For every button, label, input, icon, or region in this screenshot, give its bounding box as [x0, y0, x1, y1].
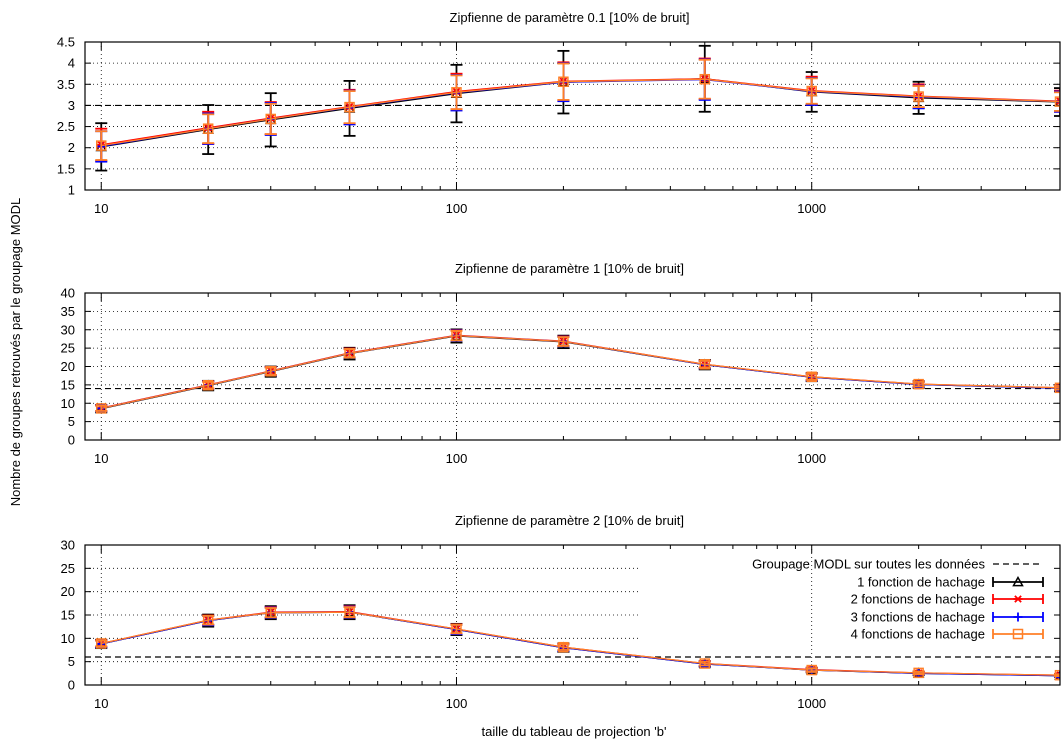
legend-label: 3 fonctions de hachage	[851, 610, 985, 625]
y-tick-label: 1	[68, 183, 75, 198]
legend-label: 4 fonctions de hachage	[851, 627, 985, 642]
legend-marker	[1014, 613, 1023, 622]
x-tick-label: 10	[94, 696, 108, 711]
series-line	[101, 336, 1060, 409]
y-tick-label: 25	[61, 561, 75, 576]
y-tick-label: 3.5	[57, 77, 75, 92]
plot-area	[95, 46, 1063, 171]
x-tick-label: 1000	[797, 201, 826, 216]
legend-label: Groupage MODL sur toutes les données	[752, 557, 985, 572]
series-2	[95, 330, 1063, 411]
y-tick-label: 30	[61, 322, 75, 337]
y-tick-label: 10	[61, 631, 75, 646]
plot-area	[95, 329, 1063, 413]
chart-title: Zipfienne de paramètre 1 [10% de bruit]	[455, 261, 684, 276]
series-line	[101, 79, 1060, 145]
y-axis-label: Nombre de groupes retrouvés par le group…	[8, 198, 23, 507]
y-tick-label: 20	[61, 359, 75, 374]
legend-label: 1 fonction de hachage	[857, 575, 985, 590]
x-tick-label: 100	[446, 696, 468, 711]
x-tick-label: 100	[446, 451, 468, 466]
series-1	[95, 329, 1063, 412]
plot-frame	[85, 42, 1060, 190]
x-axis-label: taille du tableau de projection 'b'	[482, 724, 667, 739]
x-tick-label: 1000	[797, 451, 826, 466]
y-tick-label: 10	[61, 396, 75, 411]
panel-1: Zipfienne de paramètre 0.1 [10% de bruit…	[57, 10, 1063, 216]
y-tick-label: 20	[61, 584, 75, 599]
y-tick-label: 15	[61, 608, 75, 623]
panel-2: Zipfienne de paramètre 1 [10% de bruit] 0…	[61, 261, 1063, 466]
series-line	[101, 79, 1060, 147]
y-tick-label: 30	[61, 538, 75, 553]
x-tick-label: 1000	[797, 696, 826, 711]
y-tick-label: 0	[68, 678, 75, 693]
y-tick-label: 2	[68, 140, 75, 155]
legend-marker	[1014, 596, 1023, 602]
y-tick-label: 5	[68, 414, 75, 429]
series-line	[101, 79, 1060, 145]
y-tick-label: 0	[68, 433, 75, 448]
y-tick-label: 2.5	[57, 119, 75, 134]
legend: Groupage MODL sur toutes les données 1 fo…	[752, 557, 1043, 642]
x-tick-label: 100	[446, 201, 468, 216]
y-tick-label: 3	[68, 98, 75, 113]
y-tick-label: 15	[61, 377, 75, 392]
x-tick-label: 10	[94, 201, 108, 216]
series-line	[101, 336, 1060, 409]
y-tick-label: 25	[61, 341, 75, 356]
y-tick-label: 4.5	[57, 35, 75, 50]
x-tick-label: 10	[94, 451, 108, 466]
legend-label: 2 fonctions de hachage	[851, 592, 985, 607]
chart-title: Zipfienne de paramètre 0.1 [10% de bruit…	[450, 10, 690, 25]
y-tick-label: 40	[61, 286, 75, 301]
y-tick-label: 5	[68, 654, 75, 669]
y-tick-label: 35	[61, 304, 75, 319]
series-line	[101, 335, 1060, 408]
y-tick-label: 1.5	[57, 161, 75, 176]
y-tick-label: 4	[68, 56, 75, 71]
series-line	[101, 336, 1060, 409]
chart-title: Zipfienne de paramètre 2 [10% de bruit]	[455, 513, 684, 528]
series-3	[95, 330, 1063, 412]
